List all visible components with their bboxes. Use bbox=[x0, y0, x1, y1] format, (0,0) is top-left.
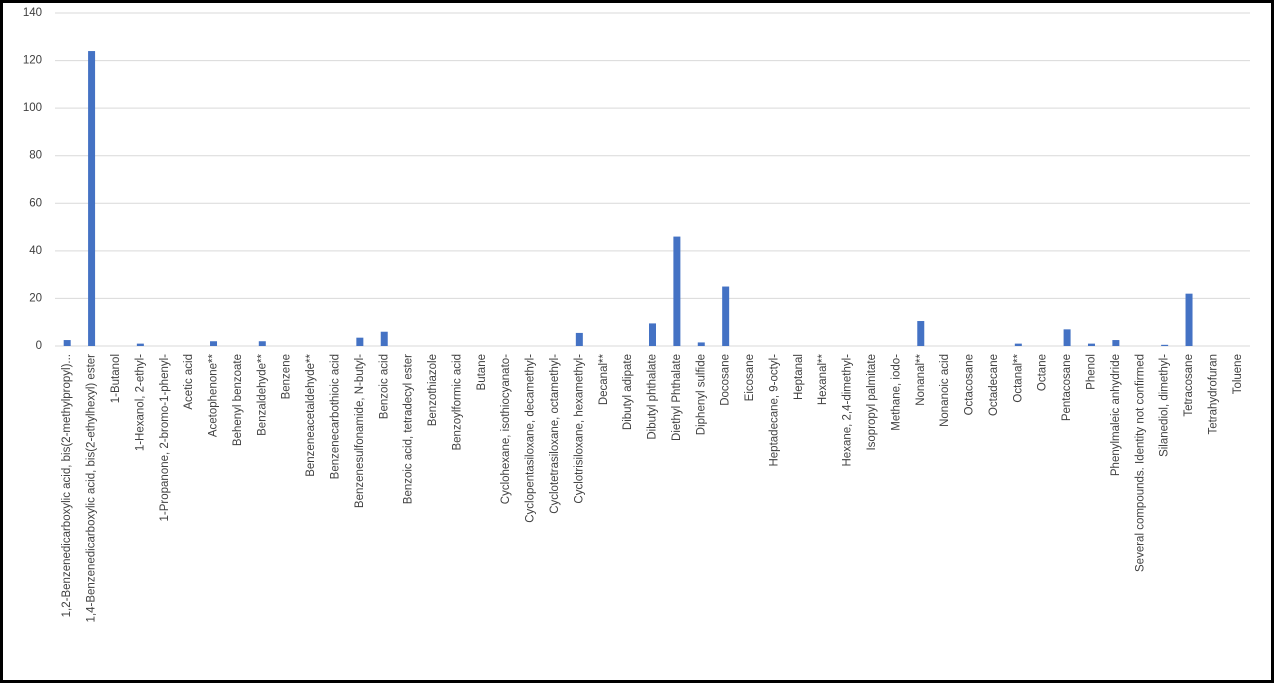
x-tick-label: Cyclopentasiloxane, decamethyl- bbox=[525, 354, 537, 523]
x-tick-label: Benzene bbox=[281, 354, 293, 399]
bar bbox=[1087, 343, 1095, 346]
x-tick-label: Octanal** bbox=[1012, 353, 1024, 402]
x-tick-label: Hexanal** bbox=[817, 353, 829, 405]
x-tick-label: Cyclotrisiloxane, hexamethyl- bbox=[573, 354, 585, 504]
x-tick-label: Behenyl benzoate bbox=[232, 354, 244, 446]
x-tick-label: Benzothiazole bbox=[427, 354, 439, 426]
y-tick-label: 80 bbox=[29, 150, 42, 162]
x-tick-label: Heptanal bbox=[793, 354, 805, 400]
x-tick-label: Benzaldehyde** bbox=[256, 353, 268, 435]
y-tick-label: 20 bbox=[29, 292, 42, 304]
x-tick-label: Acetophenone** bbox=[208, 353, 220, 437]
x-tick-label: Decanal** bbox=[598, 353, 610, 405]
bar bbox=[356, 337, 364, 346]
x-tick-label: Acetic acid bbox=[183, 354, 195, 410]
x-tick-label: 1-Propanone, 2-bromo-1-phenyl- bbox=[159, 354, 171, 522]
bar bbox=[1063, 329, 1071, 346]
x-tick-label: Diethyl Phthalate bbox=[671, 354, 683, 441]
x-tick-label: Phenylmaleic anhydride bbox=[1110, 354, 1122, 476]
bar bbox=[697, 342, 705, 346]
x-tick-label: Isopropyl palmitate bbox=[866, 354, 878, 451]
x-tick-label: Dibutyl adipate bbox=[622, 354, 634, 430]
x-tick-label: Docosane bbox=[720, 354, 732, 406]
bar bbox=[210, 341, 218, 346]
bar bbox=[575, 332, 583, 346]
x-tick-label: Butane bbox=[476, 354, 488, 390]
x-tick-label: 1-Hexanol, 2-ethyl- bbox=[134, 354, 146, 451]
x-tick-label: Octacosane bbox=[964, 354, 976, 415]
bar bbox=[258, 341, 266, 346]
y-tick-label: 120 bbox=[23, 55, 42, 67]
x-tick-label: Dibutyl phthalate bbox=[647, 354, 659, 440]
bar bbox=[1014, 343, 1022, 346]
x-tick-label: Octadecane bbox=[988, 354, 1000, 416]
bar bbox=[1185, 293, 1193, 346]
x-tick-label: Benzeneacetaldehyde** bbox=[305, 353, 317, 476]
bar bbox=[649, 323, 656, 346]
x-tick-label: Benzoylformic acid bbox=[451, 354, 463, 451]
x-tick-label: Diphenyl sulfide bbox=[695, 354, 707, 435]
bar bbox=[917, 321, 925, 346]
x-tick-label: Tetracosane bbox=[1183, 354, 1195, 417]
x-tick-label: Methane, iodo- bbox=[890, 354, 902, 431]
x-tick-label: Heptadecane, 9-octyl- bbox=[768, 354, 780, 467]
bar bbox=[1112, 340, 1120, 346]
y-tick-label: 40 bbox=[29, 245, 42, 257]
x-tick-label: 1,2-Benzenedicarboxylic acid, bis(2-meth… bbox=[61, 354, 73, 617]
bar bbox=[380, 331, 388, 346]
bar bbox=[1161, 344, 1169, 346]
bar bbox=[673, 236, 681, 346]
y-tick-label: 60 bbox=[29, 197, 42, 209]
x-tick-label: Benzenecarbothioic acid bbox=[329, 354, 341, 479]
x-tick-label: Phenol bbox=[1086, 354, 1098, 390]
x-tick-label: Silanediol, dimethyl- bbox=[1159, 354, 1171, 457]
x-tick-label: Benzoic acid bbox=[378, 354, 390, 419]
x-tick-label: Benzenesulfonamide, N-butyl- bbox=[354, 354, 366, 508]
bar bbox=[63, 340, 71, 346]
x-tick-label: Cyclotetrasiloxane, octamethyl- bbox=[549, 354, 561, 514]
x-tick-label: Eicosane bbox=[744, 354, 756, 401]
x-tick-label: 1,4-Benzenedicarboxylic acid, bis(2-ethy… bbox=[86, 354, 98, 623]
x-tick-label: Several compounds. Identity not confirme… bbox=[1134, 354, 1146, 572]
x-tick-label: Toluene bbox=[1232, 354, 1244, 394]
x-tick-label: Hexane, 2,4-dimethyl- bbox=[842, 354, 854, 467]
x-tick-label: Nonanoic acid bbox=[939, 354, 951, 427]
x-tick-label: Tetrahydrofuran bbox=[1207, 354, 1219, 435]
bar bbox=[88, 51, 96, 347]
bar bbox=[136, 343, 144, 346]
y-tick-label: 0 bbox=[36, 340, 42, 352]
y-tick-label: 140 bbox=[23, 7, 42, 19]
bar bbox=[722, 286, 730, 346]
x-tick-label: Benzoic acid, tetradecyl ester bbox=[403, 354, 415, 504]
y-tick-label: 100 bbox=[23, 102, 42, 114]
x-tick-label: Nonanal** bbox=[915, 353, 927, 405]
x-tick-label: Octane bbox=[1037, 354, 1049, 391]
x-tick-label: 1-Butanol bbox=[110, 354, 122, 403]
x-tick-label: Pentacosane bbox=[1061, 354, 1073, 421]
x-tick-label: Cyclohexane, isothiocyanato- bbox=[500, 354, 512, 504]
